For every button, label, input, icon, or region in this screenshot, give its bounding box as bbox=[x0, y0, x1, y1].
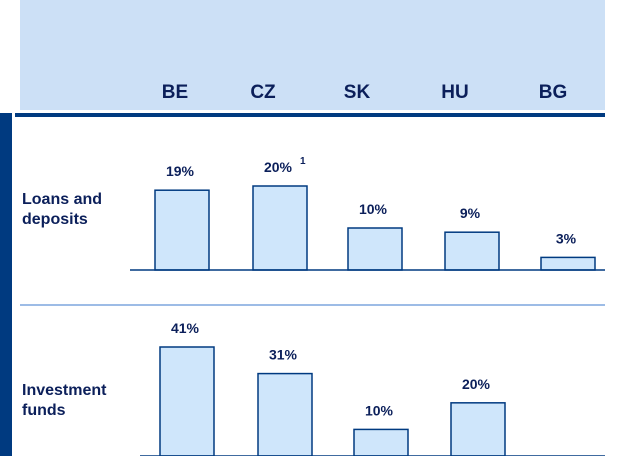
value-label: 31% bbox=[269, 347, 298, 363]
value-label: 20% bbox=[264, 159, 293, 175]
bar bbox=[347, 227, 403, 271]
value-label: 19% bbox=[166, 163, 195, 179]
category-label: SK bbox=[344, 82, 371, 103]
bar bbox=[450, 402, 506, 456]
category-label: BE bbox=[162, 82, 188, 103]
bar bbox=[252, 185, 308, 271]
bar bbox=[444, 231, 500, 271]
category-label: BG bbox=[539, 82, 568, 103]
category-label: CZ bbox=[250, 82, 276, 103]
category-label: HU bbox=[441, 82, 468, 103]
row-label: Investment funds bbox=[22, 382, 107, 419]
bar bbox=[159, 346, 215, 456]
bar bbox=[540, 256, 596, 271]
footnote-marker: 1 bbox=[300, 156, 306, 167]
value-label: 41% bbox=[171, 320, 200, 336]
bar bbox=[353, 428, 409, 456]
side-bar bbox=[0, 113, 12, 456]
value-label: 3% bbox=[556, 230, 577, 246]
header-band bbox=[20, 0, 605, 110]
value-label: 9% bbox=[460, 205, 481, 221]
bar bbox=[257, 372, 313, 456]
value-label: 10% bbox=[359, 201, 388, 217]
value-label: 20% bbox=[462, 376, 491, 392]
row-label: Loans and deposits bbox=[22, 191, 103, 228]
value-label: 10% bbox=[365, 402, 394, 418]
separator bbox=[20, 304, 605, 306]
header-rule bbox=[15, 113, 605, 117]
bar bbox=[154, 189, 210, 271]
